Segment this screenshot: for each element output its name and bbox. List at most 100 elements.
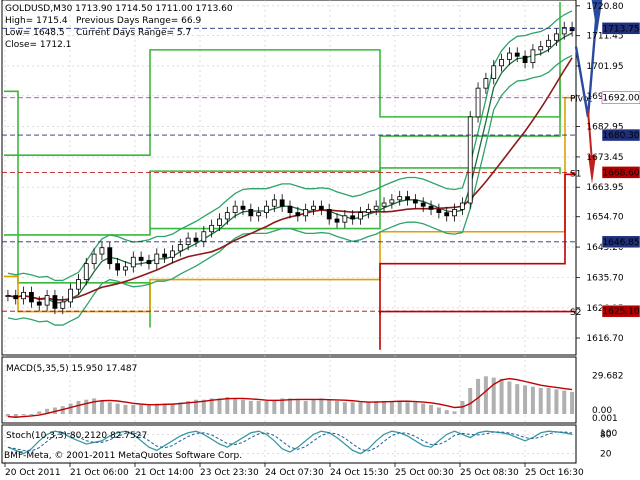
macd-bar: [99, 401, 104, 414]
macd-bar: [405, 402, 410, 414]
price-axis-label: 1682.95: [586, 123, 623, 133]
candle-body: [561, 27, 567, 35]
macd-bar: [350, 402, 355, 414]
macd-panel[interactable]: [1, 356, 577, 424]
candle-body: [193, 237, 199, 242]
macd-bar: [366, 402, 371, 414]
candle-body: [123, 266, 128, 271]
time-axis-label: 25 Oct 16:30: [525, 468, 584, 478]
macd-bar: [358, 402, 363, 414]
candle-body: [232, 205, 238, 214]
pivot-label: S1: [570, 169, 581, 179]
candle-body: [420, 202, 426, 207]
candle-body: [154, 253, 160, 265]
price-tag-label: 1668.60: [602, 168, 639, 178]
candle-body: [162, 253, 168, 258]
candle-body: [68, 288, 74, 303]
candle-body: [209, 224, 215, 233]
price-tag: [601, 91, 640, 104]
candle-body: [381, 202, 387, 207]
macd-signal-line: [7, 377, 573, 418]
macd-bar: [436, 407, 441, 414]
grid-lines: [2, 0, 576, 463]
candle-body: [342, 215, 348, 223]
candle-body: [499, 59, 504, 67]
price-tag-label: 1692.00: [602, 94, 639, 104]
macd-bar: [562, 390, 567, 414]
candle-body: [483, 78, 489, 89]
macd-bar: [523, 385, 528, 414]
candle-body: [76, 279, 81, 290]
prev-range-text: Previous Days Range= 66.9: [76, 16, 201, 26]
stoch-axis-label: 100: [600, 429, 617, 439]
candle-body: [389, 199, 395, 204]
candle-body: [217, 218, 222, 226]
macd-bar: [554, 389, 559, 414]
bollinger-bands: [7, 10, 573, 326]
macd-bar: [107, 402, 112, 414]
time-axis-label: 25 Oct 00:30: [395, 468, 454, 478]
macd-bar: [201, 399, 206, 414]
candle-body: [295, 212, 301, 217]
symbol-ohlc-text: GOLDUSD,M30 1713.90 1714.50 1711.00 1713…: [5, 4, 233, 14]
price-tag-label: 1713.75: [602, 24, 639, 34]
candle-body: [248, 209, 254, 217]
price-tag-label: 1646.85: [602, 238, 639, 248]
macd-bar: [37, 411, 42, 414]
bollinger-upper: [7, 10, 573, 282]
candle-body: [318, 205, 324, 210]
candle-body: [373, 205, 379, 210]
candle-body: [522, 55, 528, 64]
candle-body: [311, 205, 316, 210]
pivot-level-s1: [379, 173, 576, 315]
low-text: Low= 1648.5: [5, 28, 65, 38]
pivot-label: S2: [570, 308, 581, 318]
candle-body: [107, 247, 113, 265]
candle-body: [138, 256, 144, 261]
price-axis-label: 1635.70: [586, 273, 623, 283]
price-axis-label: 1673.45: [586, 153, 623, 163]
macd-bar: [303, 401, 308, 414]
candle-body: [29, 291, 34, 303]
stoch-panel[interactable]: [1, 424, 577, 464]
candle-body: [287, 205, 293, 214]
candle-body: [13, 295, 19, 300]
candle-body: [467, 116, 473, 204]
macd-bar: [382, 401, 387, 414]
price-tag: [601, 235, 640, 249]
macd-bar: [421, 403, 426, 414]
macd-bar: [162, 403, 167, 414]
candle-body: [397, 196, 403, 201]
candle-body: [44, 295, 50, 306]
macd-bar: [538, 388, 543, 414]
candle-body: [334, 218, 340, 223]
macd-bar: [45, 408, 50, 414]
macd-bar: [123, 404, 128, 414]
candle-body: [459, 202, 465, 210]
macd-bar: [68, 403, 73, 414]
time-axis: 20 Oct 2011 21 Oct 06:00 21 Oct 14:00 23 Oc…: [4, 463, 584, 478]
macd-bar: [288, 398, 292, 414]
candle-body: [146, 260, 152, 265]
candle-body: [177, 244, 183, 252]
candle-body: [224, 212, 230, 220]
macd-bar: [452, 411, 457, 414]
main-panel[interactable]: [1, 0, 577, 356]
candle-body: [256, 212, 262, 217]
macd-bar: [256, 401, 261, 414]
candle-body: [412, 199, 418, 204]
candle-body: [264, 205, 269, 214]
macd-bar: [530, 386, 535, 414]
candle-body: [475, 87, 481, 118]
time-axis-label: 24 Oct 15:30: [330, 468, 389, 478]
macd-bar: [240, 399, 245, 414]
candle-body: [350, 215, 356, 220]
candle-body: [185, 237, 191, 245]
macd-bar: [29, 414, 34, 415]
macd-bar: [170, 403, 175, 414]
price-tag: [601, 304, 640, 318]
macd-bar: [225, 397, 230, 414]
candle-body: [365, 209, 371, 213]
